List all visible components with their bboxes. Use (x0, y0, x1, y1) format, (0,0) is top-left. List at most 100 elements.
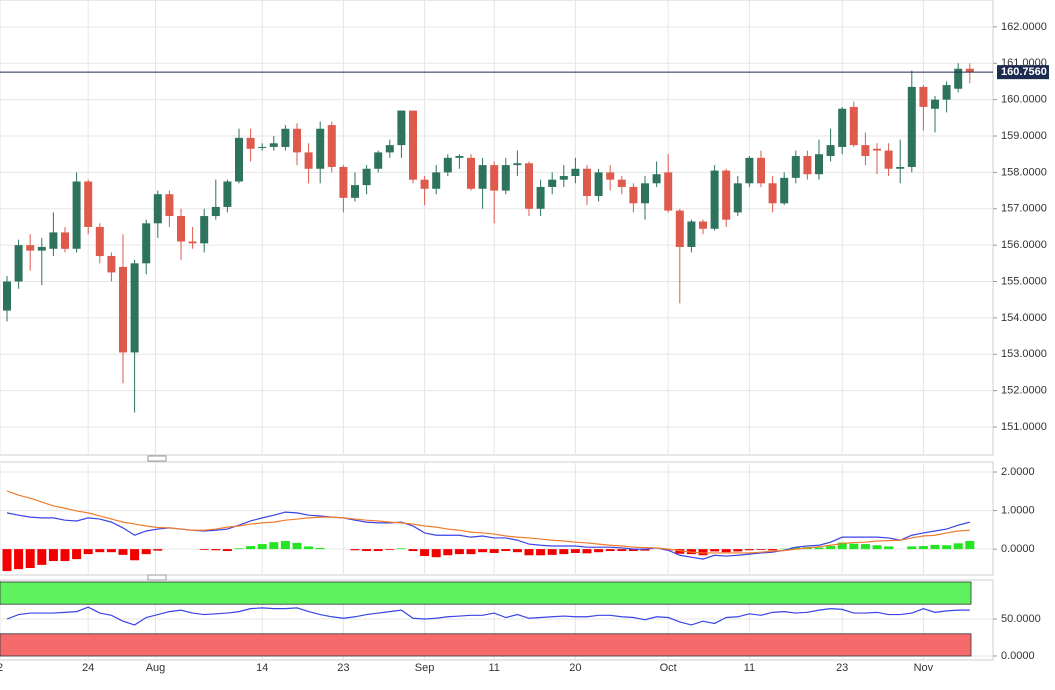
histogram-bar (628, 549, 638, 552)
candle-body (745, 157, 754, 184)
last-price-box (997, 65, 1049, 80)
histogram-bar (884, 546, 894, 550)
histogram-bar (814, 547, 824, 550)
x-tick-label: 23 (337, 662, 349, 674)
histogram-bar (849, 543, 859, 550)
candle-body (548, 179, 557, 187)
candle-body (72, 181, 81, 249)
candle-body (327, 125, 336, 167)
candle-body (873, 148, 881, 151)
histogram-bar (698, 549, 708, 556)
x-tick-label: Aug (146, 662, 166, 674)
y-tick-label: 156.0000 (1001, 239, 1047, 251)
histogram-bar (130, 549, 140, 561)
histogram-bar (756, 549, 766, 550)
histogram-bar (420, 549, 430, 557)
histogram-bar (37, 549, 47, 565)
histogram-bar (246, 546, 256, 550)
candle-body (513, 163, 522, 166)
candle-body (281, 128, 290, 147)
histogram-bar (733, 549, 743, 552)
x-tick-label: Nov (914, 662, 934, 674)
histogram-bar (791, 547, 801, 550)
resize-handle[interactable] (147, 574, 167, 581)
candle-body (606, 172, 615, 180)
histogram-bar (118, 549, 128, 555)
plot-layer: 151.0000 152.0000 153.0000 154.0000 155.0000… (0, 0, 1049, 674)
candle-body (571, 168, 580, 177)
candle-body (699, 221, 707, 229)
histogram-bar (617, 549, 627, 552)
y-tick-label: 155.0000 (1001, 275, 1047, 287)
candle-body (130, 263, 139, 353)
indicator-line (6, 490, 970, 554)
histogram-bar (466, 549, 476, 555)
candle-body (664, 172, 673, 211)
histogram-bar (280, 541, 290, 550)
candle-body (965, 68, 974, 73)
candle-body (826, 145, 835, 157)
candle-body (61, 232, 69, 249)
y-tick-label: 158.0000 (1001, 166, 1047, 178)
x-tick-label: 14 (256, 662, 268, 674)
histogram-bar (362, 549, 372, 552)
candle-body (84, 181, 93, 227)
candle-body (478, 165, 487, 189)
candle-body (722, 170, 731, 220)
histogram-bar (222, 549, 232, 552)
x-tick-label: 23 (836, 662, 848, 674)
candle-body (710, 170, 719, 229)
histogram-bar (570, 549, 580, 553)
histogram-bar (234, 548, 244, 550)
histogram-bar (72, 549, 82, 560)
candle-body (768, 183, 777, 204)
histogram-bar (95, 549, 105, 553)
histogram-bar (547, 549, 557, 555)
candle-body (153, 194, 162, 224)
candle-body (687, 221, 696, 247)
candle-body (896, 166, 905, 169)
candle-body (235, 137, 243, 182)
candle-body (791, 156, 800, 178)
y-tick-label: 50.0000 (1001, 613, 1041, 625)
resize-handle[interactable] (147, 455, 167, 462)
histogram-bar (605, 549, 615, 552)
candle-body (919, 86, 928, 107)
x-tick-label: Sep (415, 662, 435, 674)
candle-body (536, 186, 545, 209)
histogram-bar (721, 549, 731, 553)
candle-body (525, 163, 533, 209)
x-tick-label: 11 (744, 662, 755, 674)
candle-body (374, 152, 383, 169)
candle-body (420, 179, 429, 189)
histogram-bar (199, 549, 209, 550)
candle-body (200, 216, 209, 244)
histogram-bar (640, 549, 650, 551)
y-tick-label: 0.0000 (1001, 650, 1035, 662)
histogram-bar (408, 549, 418, 552)
histogram-bar (2, 549, 12, 572)
candle-body (165, 194, 174, 217)
histogram-bar (25, 549, 35, 568)
histogram-bar (211, 549, 221, 551)
y-tick-label: 157.0000 (1001, 203, 1047, 215)
candle-body (188, 241, 197, 244)
candle-body (316, 128, 325, 169)
histogram-bar (269, 542, 279, 550)
candle-body (26, 245, 35, 251)
candle-body (409, 110, 417, 180)
candle-body (559, 176, 568, 180)
candle-body (780, 177, 789, 204)
histogram-bar (396, 548, 406, 550)
y-tick-label: 160.0000 (1001, 94, 1047, 106)
candle-body (432, 172, 441, 189)
last-price-label: 160.7560 (1001, 66, 1047, 78)
histogram-bar (965, 541, 975, 550)
y-tick-label: 154.0000 (1001, 312, 1047, 324)
histogram-bar (48, 549, 58, 562)
histogram-bar (373, 549, 383, 552)
macd-panel (0, 461, 994, 576)
histogram-bar (501, 549, 511, 552)
histogram-bar (443, 549, 453, 556)
histogram-bar (953, 543, 963, 550)
